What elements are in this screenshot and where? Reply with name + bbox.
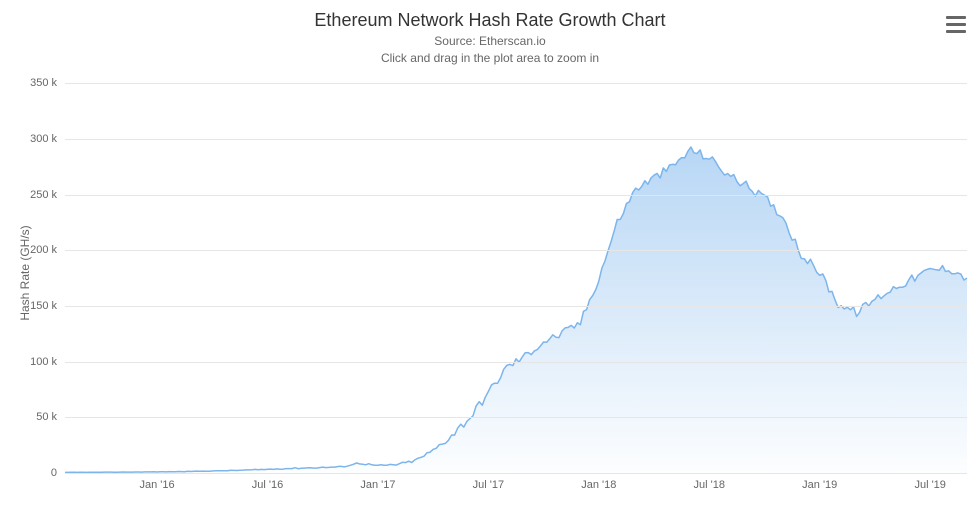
- grid-line: [65, 83, 967, 84]
- area-series: [65, 72, 967, 473]
- y-tick-label: 50 k: [36, 411, 57, 423]
- x-tick-label: Jan '19: [802, 479, 837, 491]
- grid-line: [65, 195, 967, 196]
- grid-line: [65, 250, 967, 251]
- y-tick-label: 200 k: [30, 244, 57, 256]
- x-tick-label: Jan '18: [581, 479, 616, 491]
- grid-line: [65, 417, 967, 418]
- grid-line: [65, 473, 967, 474]
- x-tick-label: Jul '18: [694, 479, 725, 491]
- x-tick-label: Jan '17: [360, 479, 395, 491]
- chart-container: Ethereum Network Hash Rate Growth Chart …: [0, 0, 980, 511]
- plot-area[interactable]: 050 k100 k150 k200 k250 k300 k350 kJan '…: [65, 72, 967, 473]
- chart-menu-icon[interactable]: [944, 12, 968, 34]
- x-tick-label: Jul '17: [473, 479, 504, 491]
- chart-subtitle-source: Source: Etherscan.io: [434, 34, 545, 48]
- y-tick-label: 150 k: [30, 300, 57, 312]
- chart-title: Ethereum Network Hash Rate Growth Chart: [0, 0, 980, 31]
- y-tick-label: 350 k: [30, 77, 57, 89]
- x-tick-label: Jan '16: [139, 479, 174, 491]
- grid-line: [65, 362, 967, 363]
- grid-line: [65, 306, 967, 307]
- chart-subtitle: Source: Etherscan.io Click and drag in t…: [0, 33, 980, 67]
- y-tick-label: 250 k: [30, 189, 57, 201]
- y-tick-label: 100 k: [30, 356, 57, 368]
- y-tick-label: 0: [51, 467, 57, 479]
- y-tick-label: 300 k: [30, 133, 57, 145]
- x-tick-label: Jul '19: [914, 479, 945, 491]
- x-tick-label: Jul '16: [252, 479, 283, 491]
- grid-line: [65, 139, 967, 140]
- chart-subtitle-hint: Click and drag in the plot area to zoom …: [381, 51, 599, 65]
